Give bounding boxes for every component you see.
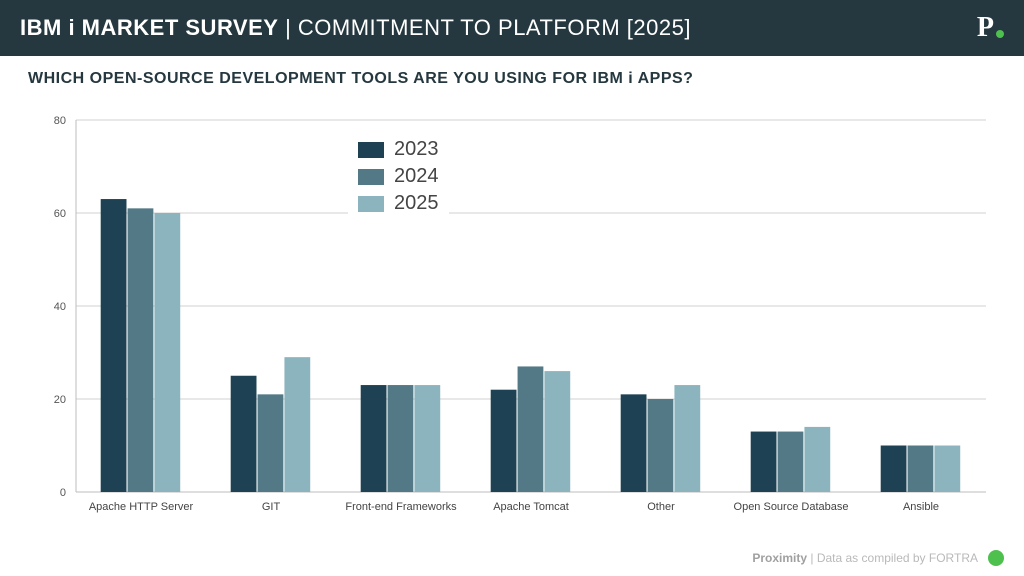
footer: Proximity | Data as compiled by FORTRA	[752, 550, 1004, 566]
y-tick-label: 40	[54, 301, 66, 313]
category-label: GIT	[262, 501, 281, 513]
bar	[154, 213, 180, 492]
bar	[491, 390, 517, 492]
category-label: Open Source Database	[734, 501, 849, 513]
header-title-light: COMMITMENT TO PLATFORM [2025]	[298, 15, 691, 40]
bar	[231, 376, 257, 492]
footer-dot-icon	[988, 550, 1004, 566]
chart-container: 0 20 40 60 80 Apache HTTP Server GIT Front-end …	[28, 100, 996, 526]
grouped-bar-chart: 0 20 40 60 80 Apache HTTP Server GIT Front-end …	[28, 100, 996, 526]
bar	[258, 394, 284, 492]
footer-sep: |	[807, 551, 817, 565]
brand-logo: P	[977, 14, 1004, 42]
header-title-bold: IBM i MARKET SURVEY	[20, 15, 278, 40]
bar	[128, 208, 154, 492]
legend-swatch-icon	[358, 196, 384, 212]
chart-legend: 202320242025	[348, 130, 449, 223]
logo-letter: P	[977, 14, 994, 42]
legend-label: 2023	[394, 136, 439, 163]
bar	[361, 385, 387, 492]
header-title: IBM i MARKET SURVEY | COMMITMENT TO PLAT…	[20, 15, 691, 41]
category-label: Apache HTTP Server	[89, 501, 194, 513]
bar	[908, 446, 934, 493]
header-bar: IBM i MARKET SURVEY | COMMITMENT TO PLAT…	[0, 0, 1024, 56]
legend-label: 2025	[394, 190, 439, 217]
bar	[388, 385, 414, 492]
bar	[674, 385, 700, 492]
chart-question-title: WHICH OPEN-SOURCE DEVELOPMENT TOOLS ARE …	[0, 56, 1024, 88]
legend-swatch-icon	[358, 169, 384, 185]
bar	[751, 432, 777, 492]
legend-item: 2025	[358, 190, 439, 217]
bar	[101, 199, 127, 492]
legend-swatch-icon	[358, 142, 384, 158]
category-label: Front-end Frameworks	[345, 501, 457, 513]
footer-text: Proximity | Data as compiled by FORTRA	[752, 551, 978, 565]
bar	[778, 432, 804, 492]
footer-attribution: Data as compiled by FORTRA	[817, 551, 978, 565]
bar	[414, 385, 440, 492]
bar	[881, 446, 907, 493]
bar	[518, 366, 544, 492]
bar	[284, 357, 310, 492]
category-label: Ansible	[903, 501, 939, 513]
footer-brand: Proximity	[752, 551, 807, 565]
legend-label: 2024	[394, 163, 439, 190]
category-label: Other	[647, 501, 675, 513]
category-label: Apache Tomcat	[493, 501, 569, 513]
legend-item: 2024	[358, 163, 439, 190]
header-title-sep: |	[278, 15, 297, 40]
bar	[621, 394, 647, 492]
legend-item: 2023	[358, 136, 439, 163]
y-tick-label: 60	[54, 208, 66, 220]
y-tick-label: 80	[54, 115, 66, 127]
y-tick-label: 0	[60, 487, 66, 499]
bar	[934, 446, 960, 493]
bar	[648, 399, 674, 492]
bar	[544, 371, 570, 492]
y-tick-label: 20	[54, 394, 66, 406]
logo-dot-icon	[996, 30, 1004, 38]
bar	[804, 427, 830, 492]
